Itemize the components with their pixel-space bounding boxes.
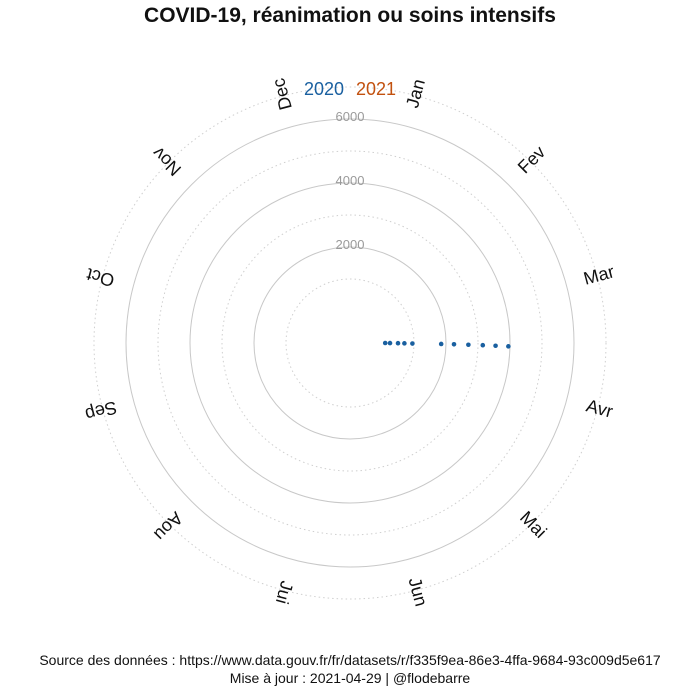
legend-entry-2020: 2020: [304, 79, 344, 99]
data-point-2020: [382, 340, 388, 346]
data-point-2020: [493, 343, 498, 349]
legend: 2020 2021: [304, 79, 396, 99]
legend-entry-2021: 2021: [356, 79, 396, 99]
grid-circle-major: [253, 246, 447, 440]
month-label-jan: Jan: [402, 77, 429, 110]
grid-circle-minor: [221, 214, 479, 472]
month-label-avr: Avr: [584, 395, 615, 421]
grid-circle-minor: [157, 150, 543, 536]
data-point-2020: [438, 341, 444, 347]
radial-tick-labels: 2000 4000 6000: [336, 109, 365, 252]
footer: Source des données : https://www.data.go…: [0, 651, 700, 687]
data-point-2020: [410, 341, 415, 346]
grid-circle-minor: [93, 86, 607, 600]
month-label-jun: Jun: [405, 575, 432, 608]
month-label-nov: Nov: [148, 143, 185, 180]
month-labels: Jan Fev Mar Avr Mai Jun Jui Aou Sep Oct Nov Dec: [83, 76, 616, 608]
radial-grid: [93, 86, 607, 600]
source-text: Source des données : https://www.data.go…: [39, 652, 661, 668]
data-point-2020: [402, 341, 407, 346]
data-point-2020: [387, 340, 393, 346]
month-label-fev: Fev: [514, 142, 549, 177]
data-point-2020: [466, 342, 471, 348]
data-point-2020: [395, 340, 401, 346]
month-label-jui: Jui: [272, 579, 297, 606]
month-label-oct: Oct: [84, 264, 116, 291]
month-label-mar: Mar: [581, 261, 616, 288]
radial-tick-label: 4000: [336, 173, 365, 188]
data-point-2020: [480, 342, 486, 348]
month-label-sep: Sep: [83, 397, 119, 425]
data-point-2020: [506, 344, 511, 349]
month-label-dec: Dec: [268, 76, 296, 112]
month-label-aou: Aou: [150, 508, 187, 545]
radial-tick-label: 2000: [336, 237, 365, 252]
grid-circle-major: [125, 118, 575, 568]
data-point-2020: [451, 342, 457, 347]
update-text: Mise à jour : 2021-04-29 | @flodebarre: [229, 670, 471, 686]
month-label-mai: Mai: [516, 507, 551, 542]
radial-tick-label: 6000: [336, 109, 365, 124]
chart-title: COVID-19, réanimation ou soins intensifs: [144, 4, 556, 27]
data-points: [382, 340, 511, 349]
grid-circle-minor: [285, 278, 415, 408]
grid-circle-major: [189, 182, 511, 504]
